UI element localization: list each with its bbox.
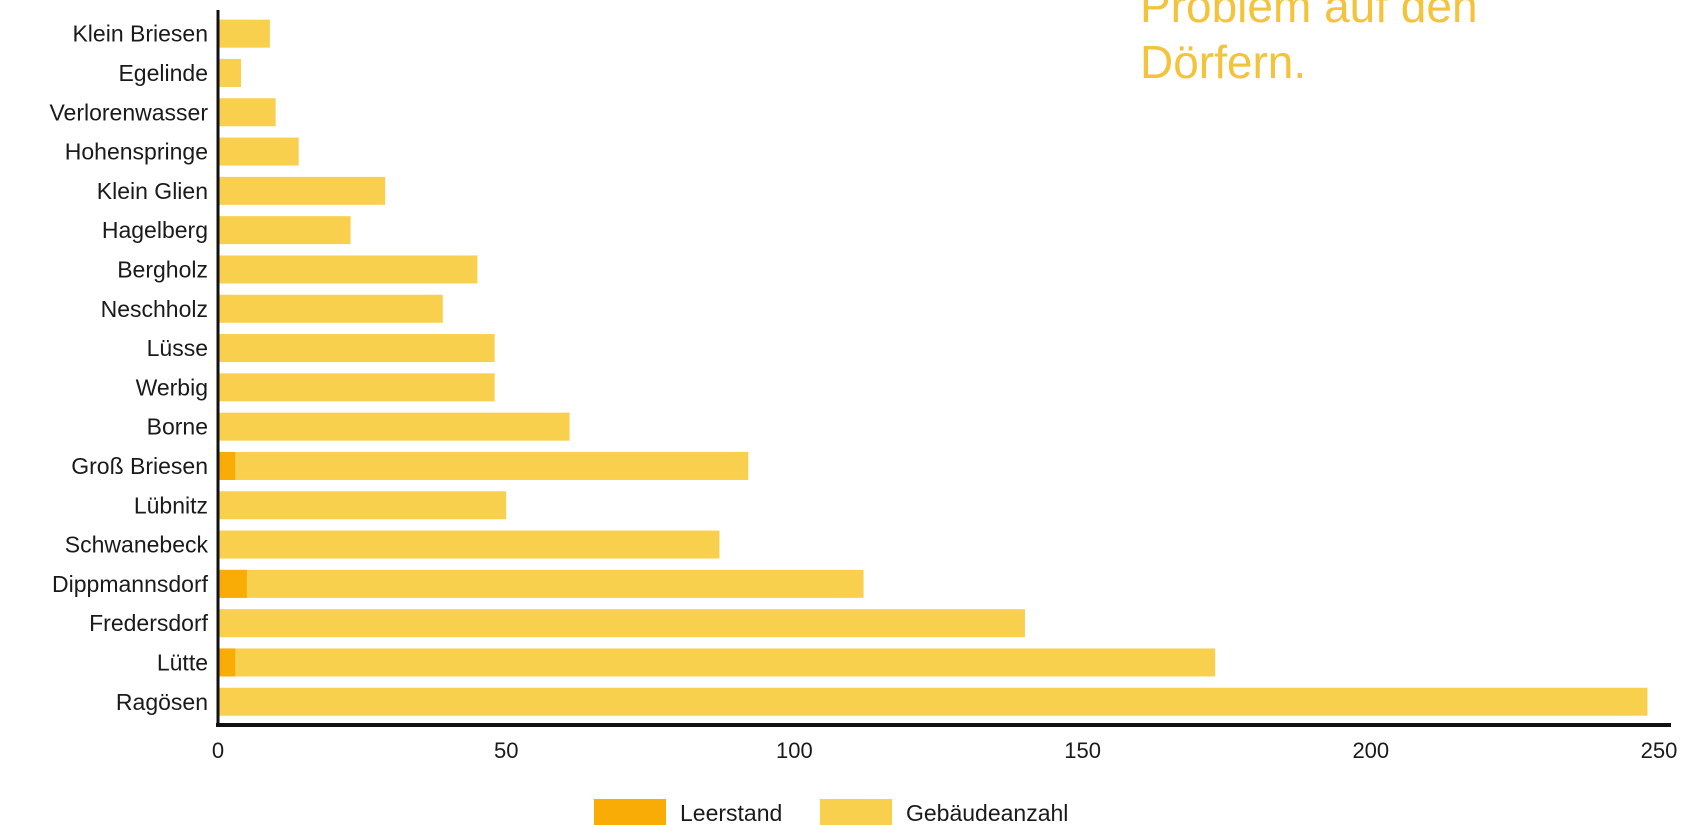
bar-gebaeudeanzahl	[218, 451, 749, 480]
category-label: Groß Briesen	[71, 453, 208, 479]
category-label: Fredersdorf	[89, 610, 208, 636]
bar-gebaeudeanzahl	[218, 334, 495, 363]
bar-gebaeudeanzahl	[218, 648, 1216, 677]
bar-leerstand	[218, 648, 236, 677]
bars-layer	[218, 19, 1648, 716]
category-label: Lütte	[157, 649, 208, 675]
bar-gebaeudeanzahl	[218, 255, 478, 284]
bar-gebaeudeanzahl	[218, 373, 495, 402]
x-tick-label: 150	[1064, 738, 1101, 763]
bar-gebaeudeanzahl	[218, 412, 570, 441]
category-label: Dippmannsdorf	[52, 571, 209, 597]
category-labels: Klein Briesen Egelinde Verlorenwasser Hohen…	[49, 21, 208, 715]
bar-gebaeudeanzahl	[218, 687, 1648, 716]
category-label: Borne	[147, 414, 208, 440]
bar-leerstand	[218, 569, 247, 598]
category-label: Ragösen	[116, 689, 208, 715]
x-axis: 0 50 100 150 200 250	[212, 10, 1677, 763]
bar-gebaeudeanzahl	[218, 530, 720, 559]
bar-gebaeudeanzahl	[218, 216, 351, 245]
bar-gebaeudeanzahl	[218, 137, 299, 166]
category-label: Lüsse	[147, 335, 208, 361]
bar-gebaeudeanzahl	[218, 58, 242, 87]
category-label: Werbig	[136, 374, 208, 400]
category-label: Schwanebeck	[65, 532, 209, 558]
category-label: Klein Glien	[97, 178, 208, 204]
bar-gebaeudeanzahl	[218, 98, 276, 127]
bar-gebaeudeanzahl	[218, 609, 1025, 638]
category-label: Klein Briesen	[72, 21, 208, 47]
bar-gebaeudeanzahl	[218, 176, 386, 205]
bar-gebaeudeanzahl	[218, 294, 443, 323]
category-label: Hohenspringe	[65, 139, 208, 165]
bar-gebaeudeanzahl	[218, 19, 270, 48]
x-tick-label: 50	[494, 738, 518, 763]
x-tick-label: 0	[212, 738, 224, 763]
headline-text: Problem auf den Dörfern.	[1140, 0, 1478, 88]
bar-leerstand	[218, 451, 236, 480]
bar-gebaeudeanzahl	[218, 569, 864, 598]
legend: Leerstand Gebäudeanzahl	[594, 799, 1068, 825]
category-label: Bergholz	[117, 256, 208, 282]
bar-gebaeudeanzahl	[218, 491, 507, 520]
legend-label: Gebäudeanzahl	[906, 800, 1068, 825]
category-label: Hagelberg	[102, 217, 208, 243]
category-label: Egelinde	[118, 60, 208, 86]
x-tick-label: 200	[1352, 738, 1389, 763]
legend-label: Leerstand	[680, 800, 782, 825]
legend-swatch	[594, 799, 666, 825]
x-tick-label: 100	[776, 738, 813, 763]
category-label: Neschholz	[101, 296, 208, 322]
legend-swatch	[820, 799, 892, 825]
category-label: Verlorenwasser	[49, 99, 208, 125]
x-tick-label: 250	[1641, 738, 1678, 763]
category-label: Lübnitz	[134, 492, 208, 518]
